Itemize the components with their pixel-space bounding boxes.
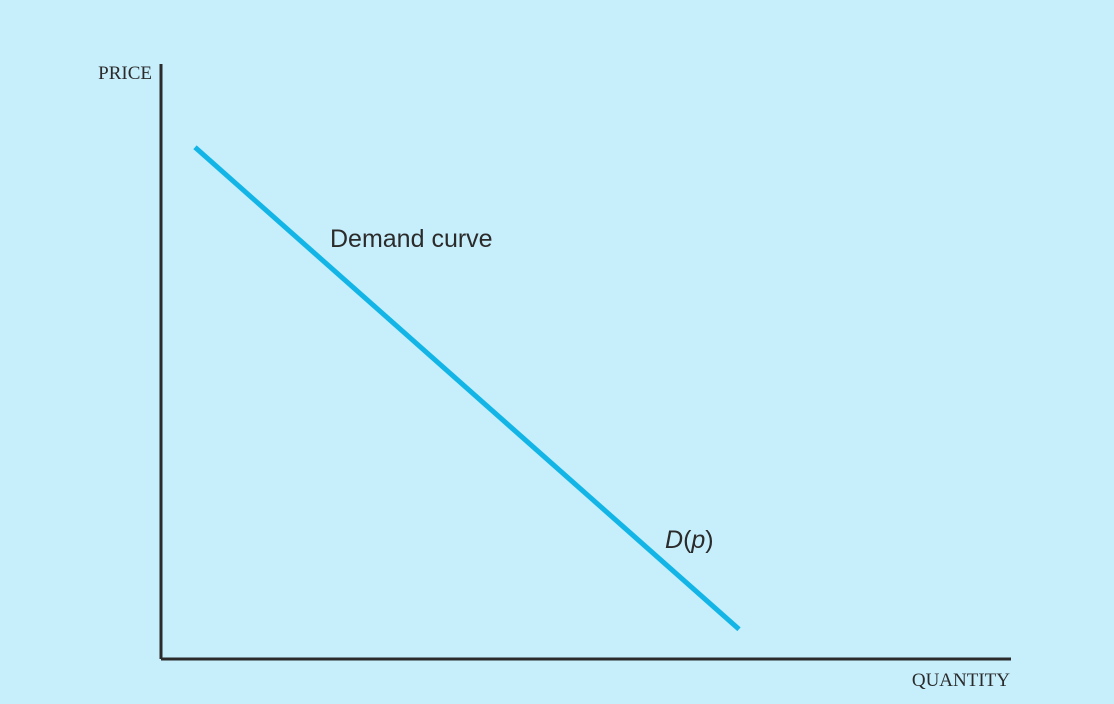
demand-curve-annotation: Demand curve [330,225,493,253]
y-axis-label: PRICE [98,63,152,84]
function-close-paren: ) [705,526,713,554]
demand-function-label: D(p) [665,526,714,554]
function-open-paren: ( [683,526,692,554]
function-argument: p [690,526,705,554]
demand-curve-line [193,145,741,632]
x-axis-label: QUANTITY [912,670,1010,691]
function-symbol: D [665,526,683,554]
